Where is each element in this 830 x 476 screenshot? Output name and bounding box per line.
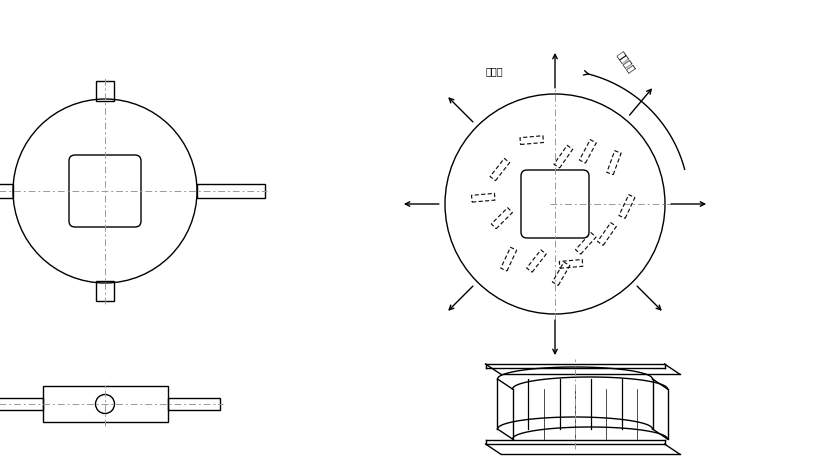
- Bar: [96, 82, 114, 102]
- Text: 회전방향: 회전방향: [616, 50, 637, 74]
- Bar: [96, 281, 114, 301]
- Bar: [0, 184, 13, 199]
- Bar: [42, 386, 168, 422]
- Bar: [197, 184, 265, 199]
- Bar: [168, 398, 219, 410]
- Bar: [0, 398, 42, 410]
- Text: 원심력: 원심력: [486, 66, 503, 76]
